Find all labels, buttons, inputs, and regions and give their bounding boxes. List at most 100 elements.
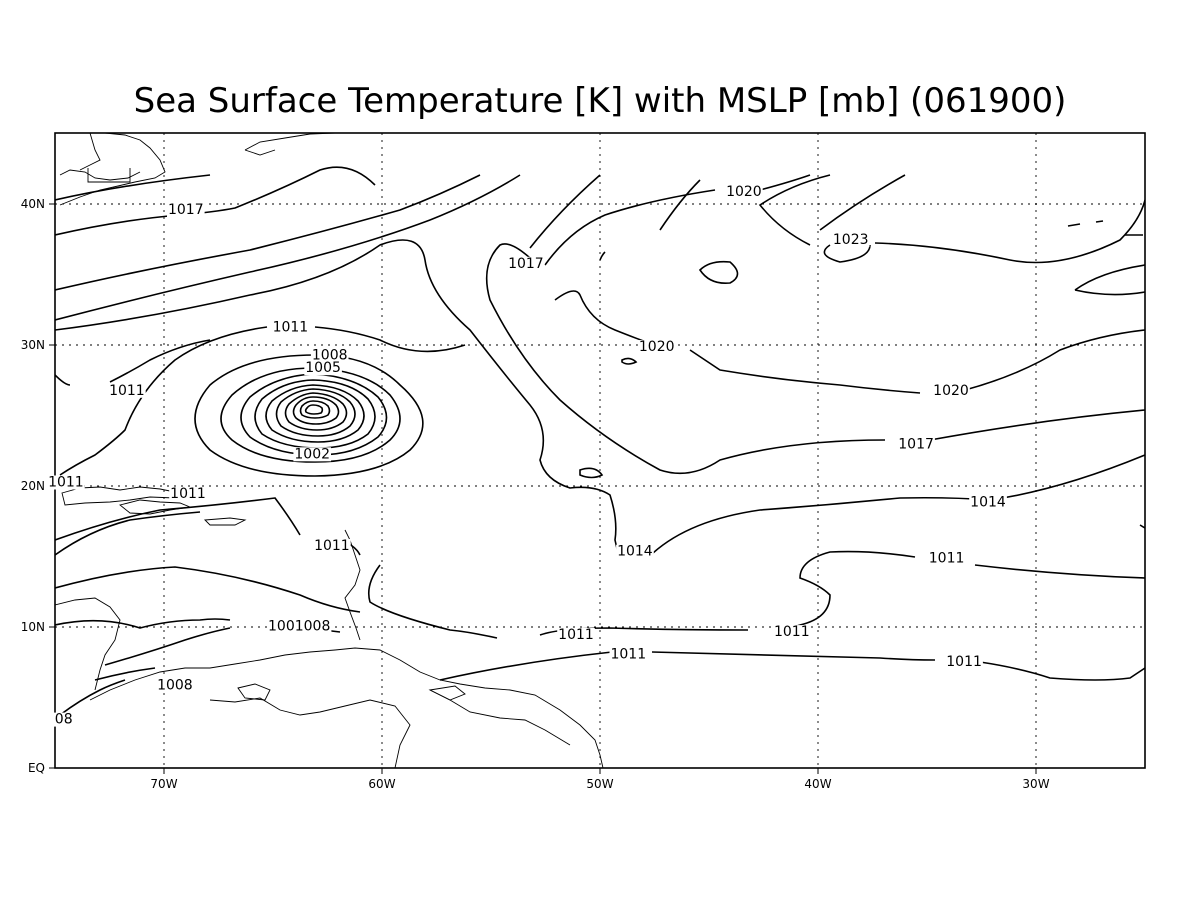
isobar-1011-southeast xyxy=(367,550,1145,639)
isobar-1020-north xyxy=(758,174,831,246)
isobar-value-label: 1008 xyxy=(312,348,348,364)
isobar-cyclone-ring-6 xyxy=(275,388,356,437)
contour-labels: 1017 1017 1020 1023 1020 1020 1017 1014 1014 1011… xyxy=(47,184,1007,728)
map-title: Sea Surface Temperature [K] with MSLP [m… xyxy=(134,81,1067,121)
isobar-value-label: 1005 xyxy=(305,360,341,376)
coastline-venezuela-inland xyxy=(209,689,571,768)
isobar-value-label: 1020 xyxy=(726,184,762,200)
lat-tick-label: 20N xyxy=(21,479,45,493)
isobar-1008-sw xyxy=(59,667,156,716)
isobar-cyclone-ring-8 xyxy=(292,396,340,425)
isobar-label-halo xyxy=(932,383,970,398)
isobar-cyclone-ring-10 xyxy=(304,404,324,415)
isobar-label-halo xyxy=(773,625,811,640)
island-hispaniola xyxy=(119,499,192,515)
isobar-label-halo xyxy=(637,340,676,355)
isobar-value-label: 1011 xyxy=(774,624,810,640)
lon-tick-label: 40W xyxy=(804,777,831,791)
isobar-value-label: 1014 xyxy=(970,494,1006,510)
coastline-central-america xyxy=(55,597,121,691)
lon-tick-label: 30W xyxy=(1022,777,1049,791)
isobar-value-label: 1011 xyxy=(109,383,145,399)
lat-tick-label: 40N xyxy=(21,197,45,211)
isobar-label-halo xyxy=(271,320,310,335)
lon-tick-label: 50W xyxy=(586,777,613,791)
isobar-label-halo xyxy=(897,437,935,452)
isobar-1011-south xyxy=(439,651,1145,681)
isobar-label-halo xyxy=(557,627,595,642)
lat-tick-label: EQ xyxy=(28,761,45,775)
isobar-value-label: 1002 xyxy=(294,446,330,462)
isobar-value-label: 1011 xyxy=(610,647,646,663)
lake-maracaibo xyxy=(237,683,271,701)
isobar-value-label: 1001008 xyxy=(268,619,330,635)
isobar-1011-caribbean-2 xyxy=(55,511,201,556)
isobar-1023-loop xyxy=(698,260,739,285)
isobar-label-halo xyxy=(108,383,146,398)
lon-tick-label: 60W xyxy=(368,777,395,791)
isobar-label-halo xyxy=(304,361,342,376)
isobar-value-label: 1014 xyxy=(617,544,653,560)
isobar-cyclone-ring-9 xyxy=(299,400,331,419)
graticule xyxy=(55,133,1145,768)
isobar-1020 xyxy=(544,174,1145,394)
isobar-label-halo xyxy=(293,447,331,462)
isobar-value-label: 1011 xyxy=(946,654,982,670)
isobar-east-small xyxy=(1067,220,1145,529)
coastline-cape-cod xyxy=(59,168,141,183)
isobar-value-label: 1011 xyxy=(48,475,84,491)
coastline-nova-scotia xyxy=(244,133,336,156)
isobar-value-label: 1020 xyxy=(639,339,675,355)
isobar-label-halo xyxy=(310,348,349,363)
isobar-value-label: 1017 xyxy=(168,202,204,218)
isobar-value-label: 1011 xyxy=(929,551,965,567)
lat-tick-label: 30N xyxy=(21,338,45,352)
isobar-value-label: 1017 xyxy=(898,436,934,452)
isobar-1023-northeast xyxy=(819,174,906,231)
isobar-label-halo xyxy=(313,539,351,553)
isobar-value-label: 1011 xyxy=(314,538,350,554)
isobar-label-halo xyxy=(725,184,763,199)
isobar-north-2 xyxy=(55,174,481,291)
coastline-new-england xyxy=(59,133,166,206)
isobar-cyclone-ring-1 xyxy=(194,354,424,477)
isobar-north-1 xyxy=(55,174,211,201)
isobar-1011-west xyxy=(55,339,211,386)
isobar-1017-northeast xyxy=(529,174,601,249)
isobar-1020-east-loop xyxy=(1074,264,1145,296)
coastline-northeast-us xyxy=(79,133,101,171)
isobar-1011-cyclone-outer xyxy=(59,326,268,476)
isobar-value-label: 08 xyxy=(55,712,73,728)
isobar-cyclone-ring-7 xyxy=(284,392,348,431)
isobar-label-halo xyxy=(609,647,648,662)
isobar-1014-main xyxy=(55,239,619,554)
isobar-value-label: 1008 xyxy=(157,678,193,694)
isobar-label-halo xyxy=(156,678,194,693)
isobar-value-label: 1023 xyxy=(833,232,869,248)
island-trinidad xyxy=(428,685,466,701)
isobar-label-halo xyxy=(53,712,74,727)
isobar-value-label: 1011 xyxy=(170,486,206,502)
isobar-ne-lines xyxy=(599,179,701,261)
isobar-value-label: 1017 xyxy=(508,256,544,272)
isobar-1011-cyclone-right xyxy=(314,326,466,353)
isobar-label-halo xyxy=(507,256,545,271)
isobar-1008-south-2 xyxy=(55,618,231,666)
longitude-tick-labels: 70W 60W 50W 40W 30W xyxy=(150,777,1049,791)
isobar-label-halo xyxy=(267,619,332,634)
isobar-label-halo xyxy=(47,475,85,490)
lat-tick-label: 10N xyxy=(21,620,45,634)
isobar-value-label: 1020 xyxy=(933,383,969,399)
coastlines xyxy=(55,133,604,768)
isobar-label-halo xyxy=(167,203,205,218)
lon-tick-label: 70W xyxy=(150,777,177,791)
island-puerto-rico xyxy=(203,517,247,526)
isobar-label-halo xyxy=(945,654,983,669)
isobar-value-label: 1011 xyxy=(273,319,309,335)
isobar-small-island xyxy=(579,467,604,479)
isobar-1017-loop xyxy=(485,243,1145,475)
isobar-label-halo xyxy=(831,232,870,247)
isobar-label-halo xyxy=(616,544,654,559)
isobar-cyclone-ring-5 xyxy=(265,384,365,443)
